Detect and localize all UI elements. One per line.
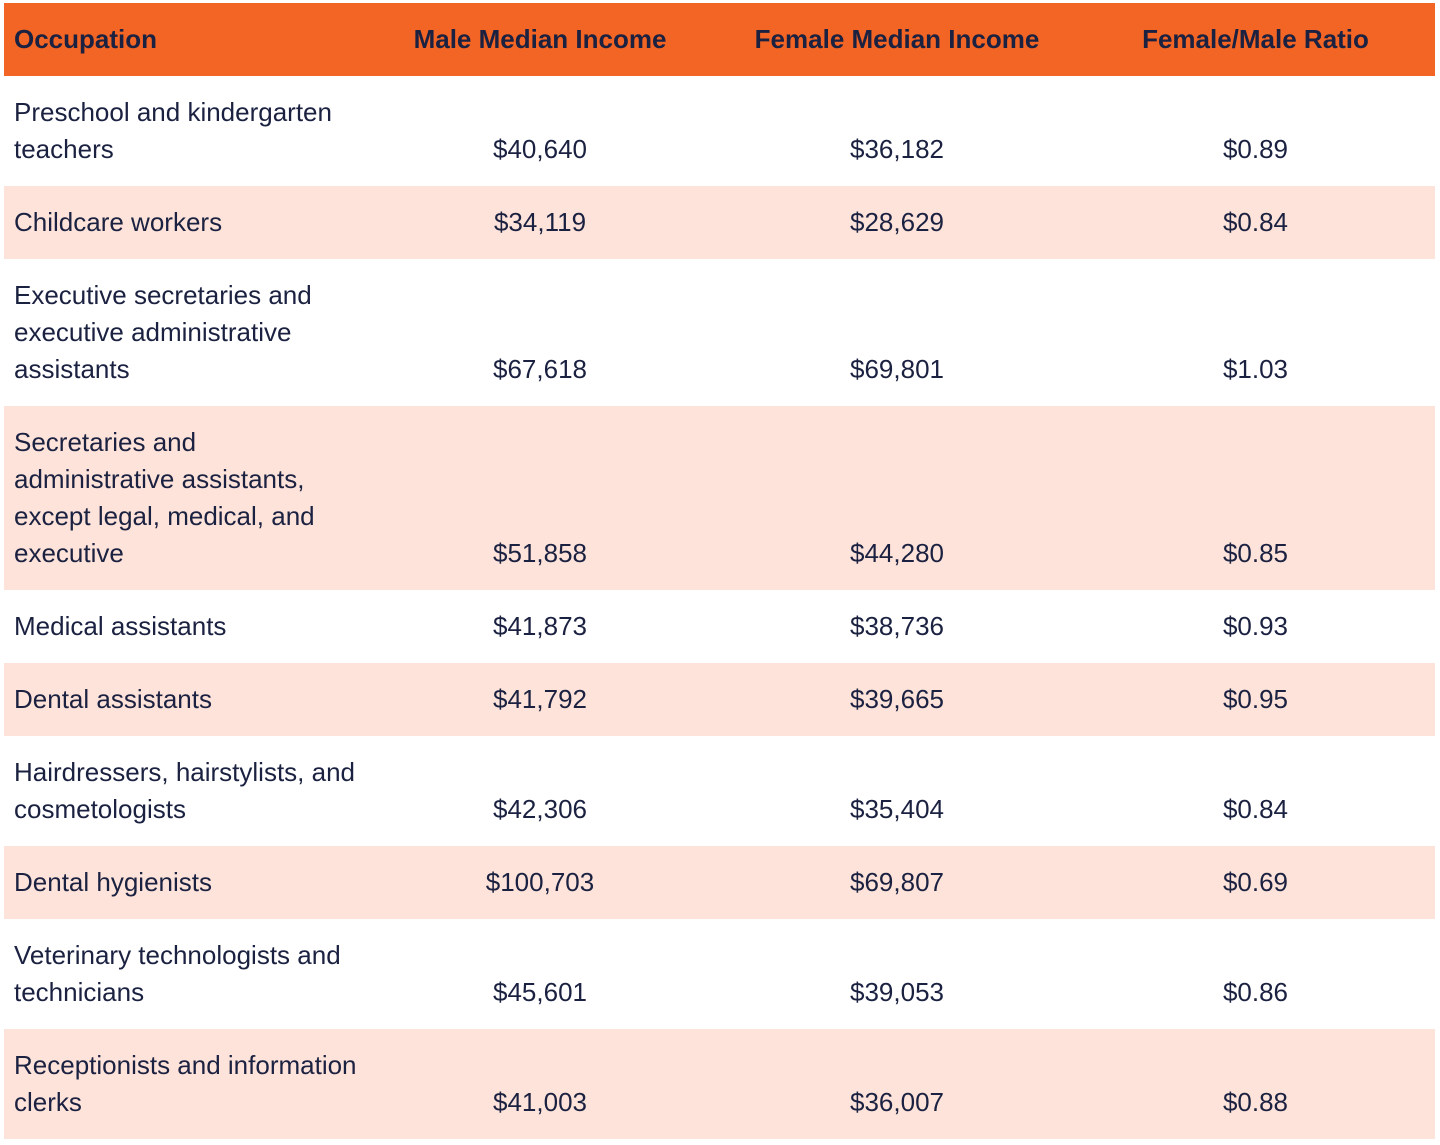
- male-income-cell: $67,618: [493, 354, 587, 384]
- female-income-cell: $36,007: [718, 1029, 1076, 1139]
- female-income-cell: $36,182: [850, 134, 944, 164]
- female-income-cell: $69,801: [850, 354, 944, 384]
- female-income-cell: $35,404: [850, 794, 944, 824]
- male-income-cell: $51,858: [362, 406, 718, 590]
- female-income-cell: $38,736: [850, 611, 944, 641]
- table-row: Receptionists and information clerks $41,…: [4, 1029, 1435, 1139]
- female-income-cell: $44,280: [718, 406, 1076, 590]
- header-row: Occupation Male Median Income Female Med…: [4, 3, 1435, 76]
- occupation-cell: Executive secretaries and executive admi…: [14, 280, 312, 384]
- ratio-cell: $0.86: [1222, 977, 1289, 1007]
- male-income-cell: $34,119: [362, 186, 718, 259]
- ratio-cell: $0.84: [1076, 186, 1435, 259]
- header-occupation: Occupation: [4, 3, 362, 76]
- male-income-cell: $45,601: [493, 977, 587, 1007]
- table-body: Preschool and kindergarten teachers $40,6…: [4, 76, 1435, 1139]
- table-row: Dental assistants $41,792 $39,665 $0.95: [4, 663, 1435, 736]
- table-row: Dental hygienists $100,703 $69,807 $0.69: [4, 846, 1435, 919]
- occupation-cell: Veterinary technologists and technicians: [14, 940, 341, 1007]
- ratio-cell: $0.69: [1076, 846, 1435, 919]
- table-row: Secretaries and administrative assistant…: [4, 406, 1435, 590]
- header-female-median-income: Female Median Income: [718, 3, 1076, 76]
- table-row: Medical assistants $41,873 $38,736 $0.93: [4, 590, 1435, 663]
- ratio-cell: $0.93: [1222, 611, 1289, 641]
- table-row: Preschool and kindergarten teachers $40,6…: [4, 76, 1435, 186]
- female-income-cell: $39,665: [718, 663, 1076, 736]
- male-income-cell: $41,792: [362, 663, 718, 736]
- male-income-cell: $42,306: [493, 794, 587, 824]
- male-income-cell: $41,873: [493, 611, 587, 641]
- occupation-cell: Dental hygienists: [4, 846, 362, 919]
- occupation-cell: Childcare workers: [4, 186, 362, 259]
- income-table: Occupation Male Median Income Female Med…: [4, 3, 1435, 1139]
- occupation-cell: Medical assistants: [14, 611, 227, 641]
- male-income-cell: $100,703: [362, 846, 718, 919]
- header-female-male-ratio: Female/Male Ratio: [1076, 3, 1435, 76]
- occupation-cell: Dental assistants: [4, 663, 362, 736]
- table-row: Veterinary technologists and technicians…: [4, 919, 1435, 1029]
- female-income-cell: $28,629: [718, 186, 1076, 259]
- table-row: Childcare workers $34,119 $28,629 $0.84: [4, 186, 1435, 259]
- occupation-cell: Secretaries and administrative assistant…: [4, 406, 362, 590]
- ratio-cell: $0.95: [1076, 663, 1435, 736]
- table-row: Hairdressers, hairstylists, and cosmetol…: [4, 736, 1435, 846]
- header-male-median-income: Male Median Income: [362, 3, 718, 76]
- occupation-cell: Hairdressers, hairstylists, and cosmetol…: [14, 757, 355, 824]
- ratio-cell: $1.03: [1222, 354, 1289, 384]
- table-row: Executive secretaries and executive admi…: [4, 259, 1435, 406]
- occupation-cell: Receptionists and information clerks: [4, 1029, 362, 1139]
- female-income-cell: $69,807: [718, 846, 1076, 919]
- ratio-cell: $0.84: [1222, 794, 1289, 824]
- occupation-cell: Preschool and kindergarten teachers: [14, 97, 332, 164]
- male-income-cell: $40,640: [493, 134, 587, 164]
- ratio-cell: $0.89: [1222, 134, 1289, 164]
- male-income-cell: $41,003: [362, 1029, 718, 1139]
- ratio-cell: $0.85: [1076, 406, 1435, 590]
- ratio-cell: $0.88: [1076, 1029, 1435, 1139]
- female-income-cell: $39,053: [850, 977, 944, 1007]
